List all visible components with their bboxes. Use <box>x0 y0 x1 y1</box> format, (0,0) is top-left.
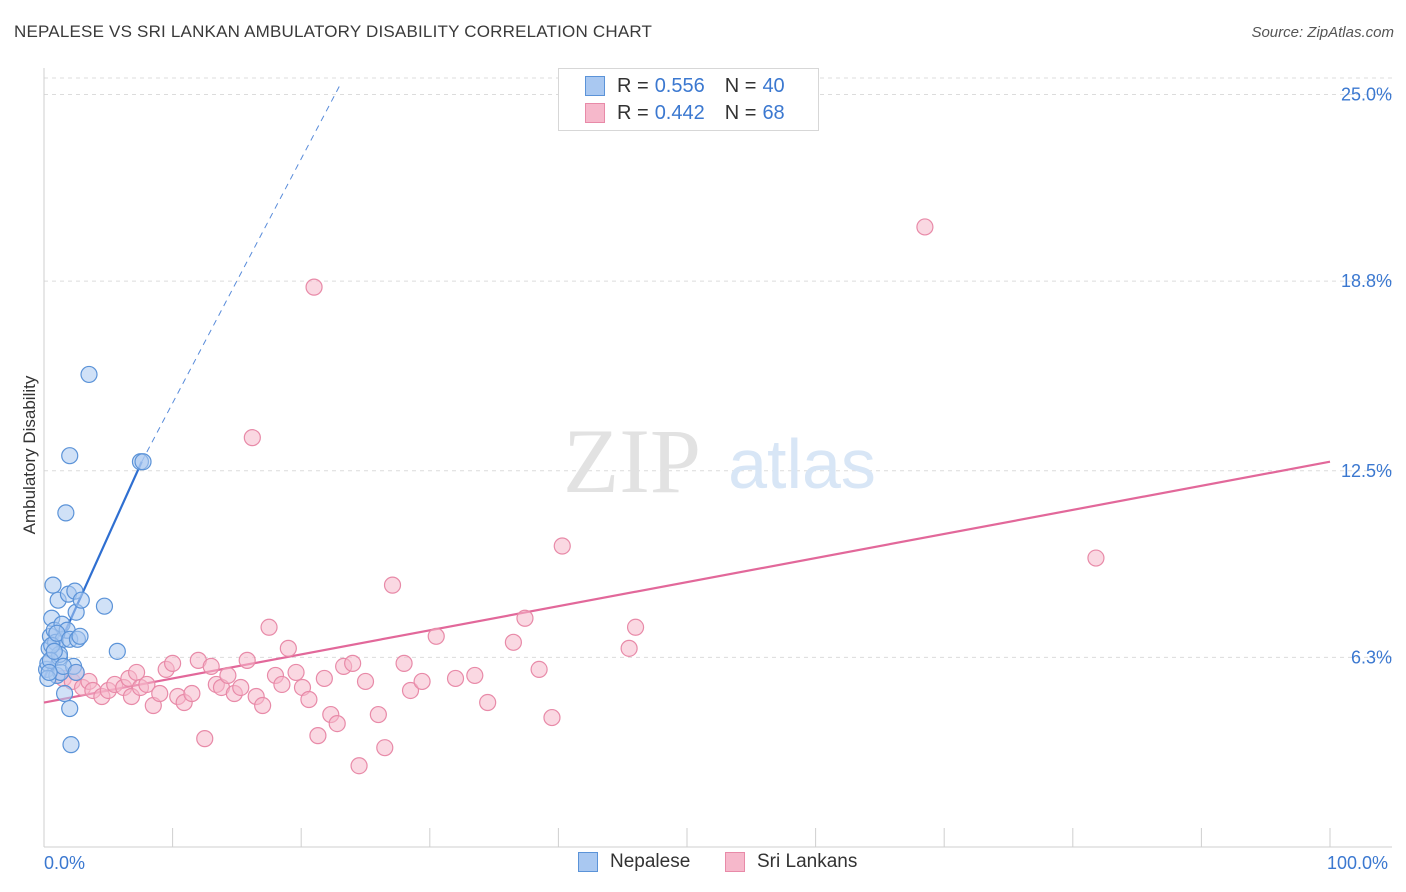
sri-lankans-point <box>516 609 534 627</box>
x-tick-label-max: 100.0% <box>1327 853 1389 873</box>
legend-n-label: N = <box>724 101 757 124</box>
nepalese-point <box>67 663 85 682</box>
y-axis-title: Ambulatory Disability <box>20 375 39 535</box>
sri-lankans-point <box>328 714 346 733</box>
nepalese-point <box>95 597 114 615</box>
nepalese-point <box>44 576 62 594</box>
sri-lankans-point <box>202 657 220 676</box>
sri-lankans-point <box>427 627 445 645</box>
legend-r-label: R = <box>617 74 649 97</box>
y-tick-label: 18.8% <box>1341 271 1392 291</box>
sri-lankans-point <box>344 654 362 672</box>
legend-n-label: N = <box>724 74 757 97</box>
sri-lankans-trend-line <box>43 460 1331 704</box>
sri-lankans-point <box>315 669 333 688</box>
sri-lankans-point <box>916 218 934 236</box>
bottom-legend-swatch-sri-lankans <box>725 852 745 872</box>
sri-lankans-point <box>196 730 214 748</box>
sri-lankans-point <box>151 684 169 703</box>
sri-lankans-point <box>309 727 327 745</box>
sri-lankans-point <box>479 693 497 712</box>
sri-lankans-point <box>243 429 261 447</box>
sri-lankans-point <box>279 639 297 657</box>
legend-r-label: R = <box>617 101 649 124</box>
sri-lankans-point <box>164 654 182 672</box>
legend-n-value-nepalese: 40 <box>762 74 785 97</box>
source-label: Source: ZipAtlas.com <box>1251 24 1394 41</box>
nepalese-point <box>71 627 89 645</box>
bottom-legend-label-sri-lankans: Sri Lankans <box>757 851 858 872</box>
sri-lankans-point <box>369 705 387 724</box>
sri-lankans-point <box>260 618 278 636</box>
legend-row-nepalese: R = 0.556 N = 40 <box>585 74 785 98</box>
legend: R = 0.556 N = 40 R = 0.442 N = 68 <box>558 68 819 131</box>
chart-title: NEPALESE VS SRI LANKAN AMBULATORY DISABI… <box>14 22 653 41</box>
nepalese-point <box>134 453 152 471</box>
sri-lankans-point <box>376 739 394 757</box>
nepalese-point <box>80 365 98 384</box>
sri-lankans-point <box>1087 549 1105 567</box>
series-nepalese <box>37 365 152 754</box>
legend-swatch-sri-lankans <box>585 103 605 123</box>
y-tick-labels: 6.3% 12.5% 18.8% 25.0% <box>1341 85 1392 668</box>
nepalese-trend-extension <box>141 85 341 462</box>
nepalese-point <box>61 447 79 465</box>
axes <box>43 68 1392 848</box>
sri-lankans-point <box>413 672 431 691</box>
nepalese-point <box>55 684 74 703</box>
sri-lankans-point <box>620 639 638 657</box>
trend-lines <box>42 85 1331 704</box>
legend-row-sri-lankans: R = 0.442 N = 68 <box>585 101 785 125</box>
watermark-zip: ZIP <box>563 410 701 512</box>
nepalese-point <box>45 642 63 660</box>
series-sri-lankans <box>54 218 1105 775</box>
gridlines <box>44 77 1392 658</box>
sri-lankans-point <box>350 757 368 775</box>
watermark: ZIP atlas <box>563 410 876 512</box>
nepalese-point <box>40 663 58 682</box>
sri-lankans-point <box>219 666 237 685</box>
sri-lankans-point <box>383 576 402 594</box>
legend-r-value-sri-lankans: 0.442 <box>654 101 705 124</box>
y-tick-label: 6.3% <box>1351 647 1392 667</box>
sri-lankans-point <box>305 278 323 296</box>
bottom-legend-sri-lankans[interactable]: Sri Lankans <box>725 851 857 873</box>
sri-lankans-point <box>273 675 291 694</box>
nepalese-point <box>61 699 79 718</box>
watermark-atlas: atlas <box>728 425 876 503</box>
sri-lankans-point <box>466 666 484 685</box>
sri-lankans-point <box>300 690 318 709</box>
sri-lankans-point <box>238 651 256 669</box>
x-tick-label-min: 0.0% <box>44 853 86 873</box>
sri-lankans-point <box>553 537 571 555</box>
sri-lankans-point <box>287 663 305 682</box>
legend-swatch-nepalese <box>585 76 605 96</box>
bottom-legend-nepalese[interactable]: Nepalese <box>578 851 690 873</box>
legend-n-value-sri-lankans: 68 <box>762 101 785 124</box>
sri-lankans-point <box>183 684 201 703</box>
sri-lankans-point <box>401 681 420 700</box>
sri-lankans-point <box>232 678 250 697</box>
sri-lankans-point <box>395 654 413 672</box>
sri-lankans-point <box>543 708 561 727</box>
bottom-legend-label-nepalese: Nepalese <box>610 851 691 872</box>
sri-lankans-point <box>138 675 156 694</box>
y-tick-label: 12.5% <box>1341 461 1392 481</box>
nepalese-point <box>72 591 90 609</box>
nepalese-point <box>57 504 75 522</box>
sri-lankans-point <box>530 660 548 679</box>
sri-lankans-point <box>626 618 645 636</box>
nepalese-point <box>108 642 126 660</box>
sri-lankans-point <box>504 633 522 651</box>
legend-r-value-nepalese: 0.556 <box>654 74 705 97</box>
sri-lankans-point <box>254 696 272 715</box>
sri-lankans-point <box>446 669 465 688</box>
bottom-legend-swatch-nepalese <box>578 852 598 872</box>
sri-lankans-point <box>356 672 375 691</box>
nepalese-point <box>62 736 80 754</box>
y-tick-label: 25.0% <box>1341 85 1392 105</box>
